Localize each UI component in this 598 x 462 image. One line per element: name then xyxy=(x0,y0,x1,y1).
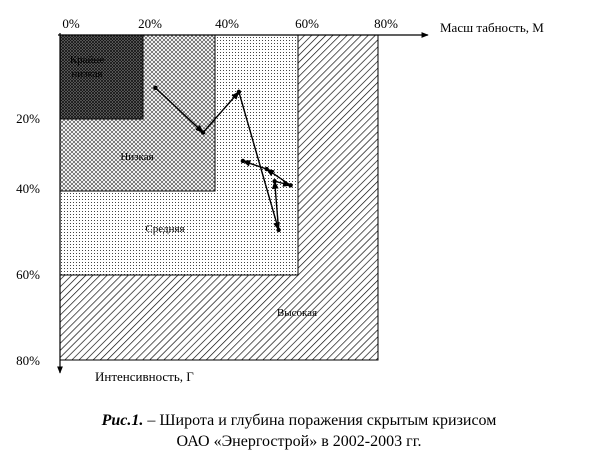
trajectory-point xyxy=(272,179,277,184)
zone-label-extremely-low-line2: низкая xyxy=(71,68,102,80)
y-tick-label: 60% xyxy=(16,267,40,282)
trajectory-segment xyxy=(238,91,280,231)
trajectory-segment xyxy=(242,160,267,170)
y-tick-label: 80% xyxy=(16,353,40,368)
zone-label-extremely-low-line1: Крайне xyxy=(70,54,104,66)
x-tick-label: 20% xyxy=(138,16,162,31)
trajectory-point xyxy=(240,158,246,164)
y-tick-label: 20% xyxy=(16,111,40,126)
figure-caption: Рис.1. – Широта и глубина поражения скры… xyxy=(0,410,598,452)
caption-figure-number: Рис.1. xyxy=(101,412,144,429)
zone-label-medium: Средняя xyxy=(145,223,184,235)
trajectory-segment xyxy=(266,168,291,186)
crisis-trajectory xyxy=(153,85,293,233)
y-tick-label: 40% xyxy=(16,181,40,196)
x-tick-label: 40% xyxy=(215,16,239,31)
zone-label-high: Высокая xyxy=(277,307,317,319)
trajectory-segment xyxy=(154,87,204,134)
trajectory-point xyxy=(236,89,242,95)
caption-text: – Широта и глубина поражения скрытым кри… xyxy=(143,412,497,429)
x-tick-label: 60% xyxy=(295,16,319,31)
trajectory-segment xyxy=(271,180,280,231)
x-tick-label: 80% xyxy=(374,16,398,31)
trajectory-point xyxy=(200,130,206,135)
zone-label-low: Низкая xyxy=(120,151,153,163)
caption-line-2: ОАО «Энергострой» в 2002-2003 гг. xyxy=(176,433,422,450)
trajectory-segment xyxy=(202,91,240,133)
trajectory-segment xyxy=(274,180,292,187)
caption-line-1: Рис.1. – Широта и глубина поражения скры… xyxy=(0,410,598,431)
zone-extremely-low xyxy=(59,34,144,120)
trajectory-point xyxy=(276,227,281,233)
y-axis-title: Интенсивность, Г xyxy=(95,369,194,384)
trajectory-point xyxy=(288,183,293,188)
x-axis-title: Масш табность, М xyxy=(440,20,544,35)
trajectory-point xyxy=(264,166,269,172)
x-tick-label: 0% xyxy=(62,16,80,31)
crisis-diagram: Крайне низкая Низкая Средняя Высокая 0% … xyxy=(16,16,544,384)
trajectory-point xyxy=(153,85,158,91)
